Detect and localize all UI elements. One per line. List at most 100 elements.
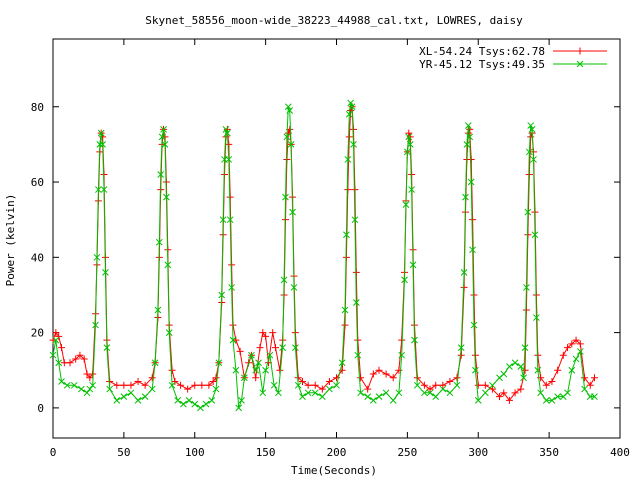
series-line-2: [52, 102, 595, 409]
data-point-series-1: [298, 378, 306, 386]
data-point-series-2: [99, 141, 106, 148]
data-point-series-2: [219, 216, 227, 224]
data-point-series-2: [432, 393, 440, 400]
data-point-series-2: [168, 381, 176, 389]
data-point-series-1: [76, 351, 84, 359]
data-point-series-2: [202, 400, 210, 408]
series-layer: [49, 99, 598, 412]
data-point-series-1: [55, 332, 63, 340]
data-point-series-1: [559, 351, 567, 359]
data-point-series-2: [408, 186, 415, 193]
data-point-series-1: [426, 385, 434, 393]
data-point-series-2: [523, 284, 530, 291]
data-point-series-2: [283, 133, 291, 141]
data-point-series-2: [453, 381, 461, 389]
data-point-series-2: [226, 216, 234, 224]
data-point-series-2: [521, 344, 529, 352]
data-point-series-2: [576, 348, 584, 355]
data-point-series-2: [375, 393, 383, 400]
data-point-series-2: [215, 359, 223, 367]
y-axis-label: Power (kelvin): [4, 194, 17, 287]
data-point-series-2: [350, 141, 357, 148]
chart-title: Skynet_58556_moon-wide_38223_44988_cal.t…: [145, 14, 523, 27]
data-point-series-2: [292, 344, 299, 352]
data-point-series-1: [52, 329, 60, 337]
data-point-series-1: [325, 378, 333, 386]
data-point-series-1: [568, 340, 576, 348]
data-point-series-2: [279, 344, 286, 352]
data-point-series-2: [299, 393, 306, 400]
data-point-series-1: [113, 381, 121, 389]
x-tick-label: 150: [256, 446, 276, 459]
x-tick-label: 400: [610, 446, 630, 459]
data-point-series-1: [500, 389, 508, 397]
data-point-series-1: [467, 155, 475, 163]
data-point-series-2: [524, 208, 532, 216]
data-point-series-1: [576, 340, 584, 348]
data-point-series-2: [238, 397, 245, 404]
data-point-series-1: [405, 129, 413, 137]
data-point-series-2: [406, 141, 414, 148]
data-point-series-2: [284, 103, 292, 111]
data-point-series-1: [382, 370, 390, 378]
data-point-series-2: [534, 366, 542, 374]
data-point-series-1: [177, 381, 185, 389]
data-point-series-1: [304, 381, 312, 389]
data-point-series-2: [531, 231, 539, 239]
data-point-series-1: [420, 381, 428, 389]
data-point-series-2: [164, 261, 172, 269]
data-point-series-2: [96, 141, 104, 148]
data-point-series-1: [446, 378, 454, 386]
data-point-series-2: [218, 291, 226, 299]
x-tick-label: 200: [327, 446, 347, 459]
data-point-series-2: [354, 351, 362, 359]
data-point-series-2: [348, 103, 356, 111]
data-point-series-1: [481, 381, 489, 389]
data-point-series-1: [191, 381, 199, 389]
data-point-series-2: [262, 366, 269, 374]
data-point-series-2: [402, 201, 410, 208]
legend-marker-2: [576, 60, 584, 68]
data-point-series-2: [472, 366, 479, 374]
data-point-series-1: [470, 291, 478, 299]
data-point-series-2: [500, 370, 508, 378]
x-tick-label: 0: [50, 446, 57, 459]
data-point-series-1: [554, 366, 562, 374]
data-point-series-2: [89, 381, 97, 389]
data-point-series-2: [382, 389, 390, 397]
data-point-series-2: [469, 246, 476, 254]
data-point-series-2: [581, 385, 588, 393]
data-point-series-1: [352, 268, 360, 276]
data-point-series-2: [287, 141, 295, 148]
data-point-series-1: [184, 385, 192, 393]
data-point-series-2: [370, 397, 377, 404]
data-point-series-2: [463, 141, 471, 148]
data-point-series-2: [120, 393, 128, 400]
y-tick-label: 20: [31, 327, 44, 340]
data-point-series-1: [252, 374, 260, 382]
data-point-series-2: [527, 122, 535, 129]
data-point-series-2: [341, 306, 349, 314]
data-point-series-2: [466, 133, 474, 141]
data-point-series-2: [228, 284, 235, 291]
data-point-series-2: [333, 381, 340, 389]
data-point-series-1: [318, 385, 326, 393]
data-point-series-1: [364, 385, 372, 393]
y-tick-label: 80: [31, 101, 44, 114]
data-point-series-1: [171, 378, 179, 386]
data-point-series-2: [395, 389, 403, 397]
data-point-series-1: [148, 374, 156, 382]
data-point-series-2: [282, 193, 289, 201]
data-point-series-1: [521, 366, 529, 374]
x-axis-label: Time(Seconds): [291, 464, 377, 477]
data-point-series-1: [406, 133, 414, 141]
data-point-series-2: [572, 355, 580, 363]
data-point-series-1: [511, 389, 519, 397]
data-point-series-1: [225, 140, 233, 148]
data-point-series-1: [389, 374, 397, 382]
data-point-series-2: [197, 404, 204, 412]
data-point-series-2: [154, 306, 162, 314]
data-point-series-1: [548, 378, 556, 386]
data-point-series-2: [163, 193, 170, 201]
